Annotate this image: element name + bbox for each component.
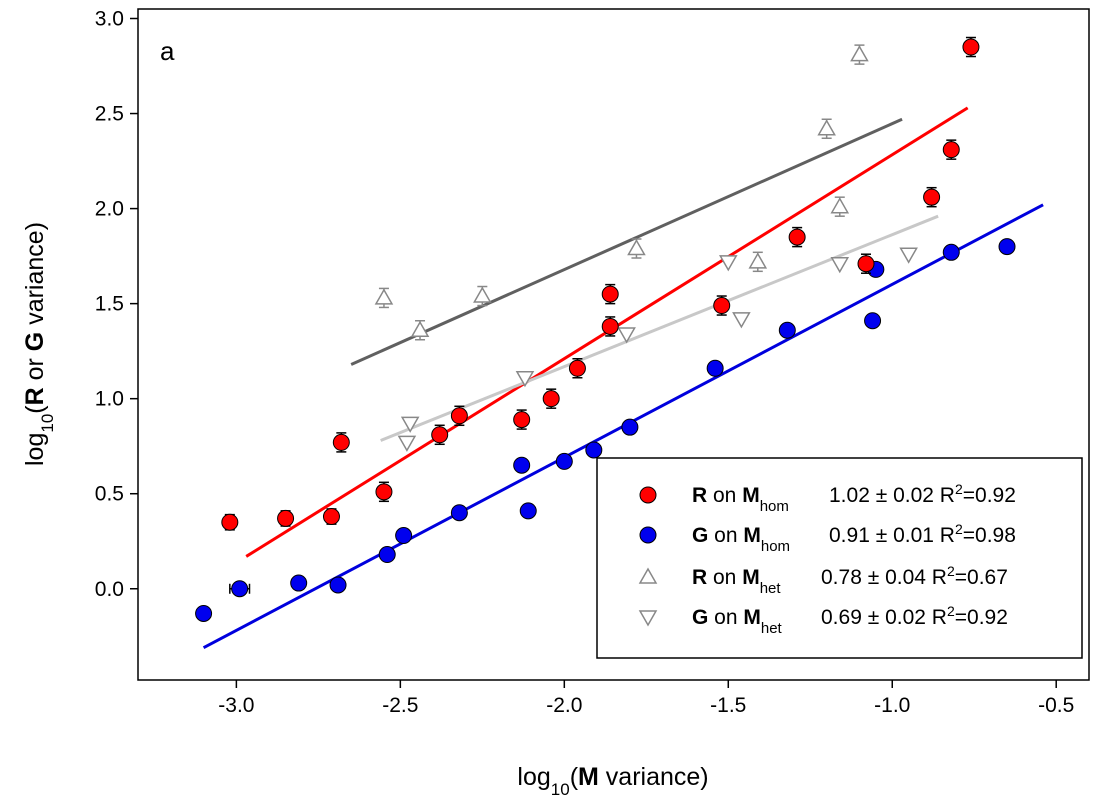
data-point [473, 286, 492, 303]
y-axis-ticks: 0.0 0.5 1.0 1.5 2.0 2.5 3.0 [95, 8, 138, 601]
data-point [400, 416, 420, 433]
data-point [290, 574, 308, 592]
y-axis-title: log10(R or G variance) [21, 222, 57, 466]
data-point [601, 317, 619, 335]
y-tick-label: 1.0 [95, 388, 124, 411]
legend-box [596, 457, 1083, 659]
data-point [375, 483, 393, 501]
data-point [378, 546, 396, 564]
data-point [617, 327, 636, 344]
data-point [555, 452, 573, 470]
y-tick-label: 2.5 [95, 103, 124, 126]
x-tick-label: -1.5 [710, 694, 746, 717]
data-point [542, 390, 560, 408]
data-point [830, 197, 850, 214]
legend-marker [639, 486, 657, 504]
data-point [374, 288, 394, 305]
data-point [450, 407, 468, 425]
data-point [627, 238, 646, 256]
data-point [899, 247, 918, 264]
data-point [778, 321, 796, 339]
data-point [923, 188, 941, 206]
data-point [195, 604, 213, 622]
legend-markers [638, 486, 658, 627]
data-point [942, 141, 960, 159]
data-point [513, 456, 531, 474]
y-tick-label: 3.0 [95, 8, 124, 31]
data-point [748, 252, 768, 269]
data-point [732, 312, 751, 329]
data-point [221, 513, 239, 531]
data-point [277, 509, 295, 527]
data-point [962, 38, 980, 56]
data-point [621, 418, 639, 436]
x-axis-ticks: -3.0 -2.5 -2.0 -1.5 -1.0 -0.5 [218, 680, 1074, 717]
data-point [706, 359, 724, 377]
data-point [431, 426, 449, 444]
legend-marker [638, 567, 658, 584]
panel-label: a [160, 36, 175, 66]
data-point [332, 433, 350, 451]
y-tick-label: 0.0 [95, 578, 124, 601]
data-point [718, 255, 738, 272]
data-point [601, 285, 619, 303]
data-point [857, 255, 875, 273]
legend-marker [638, 610, 658, 627]
data-point [450, 504, 468, 522]
data-point [397, 435, 417, 452]
legend-stat-r-hom: 1.02 ± 0.02 R2=0.92 [829, 481, 1016, 507]
data-point [713, 297, 731, 315]
data-point [830, 256, 850, 274]
x-axis-title: log10(M variance) [517, 763, 708, 799]
y-tick-label: 1.5 [95, 293, 124, 316]
legend-label-g-het: G on Mhet [692, 606, 783, 637]
x-tick-label: -2.0 [546, 694, 582, 717]
data-point [395, 527, 413, 545]
y-tick-label: 2.0 [95, 198, 124, 221]
fit-line [350, 117, 903, 366]
data-point [568, 359, 586, 377]
data-point [864, 312, 882, 330]
x-tick-label: -3.0 [218, 694, 254, 717]
legend-stat-r-het: 0.78 ± 0.04 R2=0.67 [821, 563, 1008, 589]
x-tick-label: -1.0 [874, 694, 910, 717]
data-point [998, 238, 1016, 256]
data-point [788, 228, 806, 246]
data-points [195, 36, 1016, 622]
legend-marker [639, 526, 657, 544]
legend-label-g-hom: G on Mhom [692, 524, 790, 555]
legend-label-r-het: R on Mhet [692, 566, 781, 597]
data-point [515, 371, 535, 388]
data-point [410, 320, 430, 337]
x-tick-label: -2.5 [382, 694, 418, 717]
data-point [519, 502, 537, 520]
data-point [231, 580, 249, 598]
data-point [850, 45, 869, 62]
plot-frame [137, 8, 1090, 681]
data-point [817, 119, 836, 136]
legend-stat-g-hom: 0.91 ± 0.01 R2=0.98 [829, 521, 1016, 547]
data-point [329, 576, 347, 594]
y-tick-label: 0.5 [95, 483, 124, 506]
fit-line [380, 214, 939, 442]
legend: R on Mhom 1.02 ± 0.02 R2=0.92 G on Mhom … [596, 457, 1083, 659]
data-point [513, 411, 531, 429]
legend-label-r-hom: R on Mhom [692, 484, 789, 515]
legend-stat-g-het: 0.69 ± 0.02 R2=0.92 [821, 603, 1008, 629]
data-point [322, 508, 340, 526]
data-point [585, 441, 603, 459]
x-tick-label: -0.5 [1038, 694, 1074, 717]
data-point [942, 243, 960, 261]
